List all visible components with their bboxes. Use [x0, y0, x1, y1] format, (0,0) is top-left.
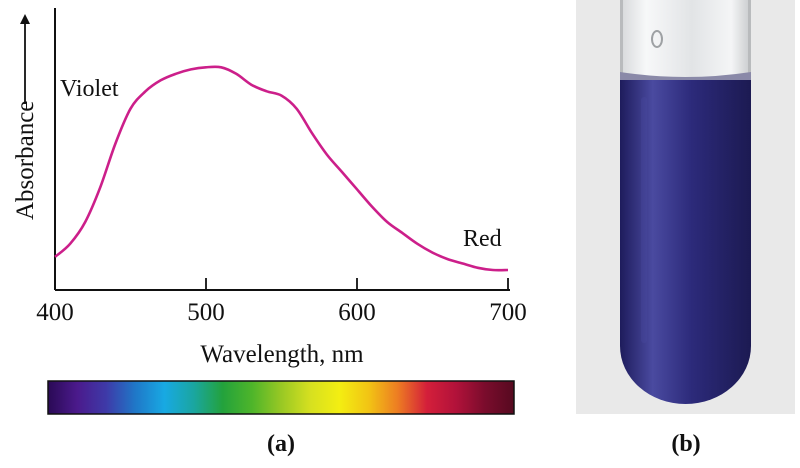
panel-label-a: (a): [267, 431, 295, 457]
visible-spectrum-bar: [47, 380, 515, 415]
x-ticks: [54, 278, 509, 290]
absorbance-curve: [54, 65, 509, 272]
test-tube-glass: [620, 0, 751, 80]
y-axis-label-group: Absorbance: [12, 14, 39, 220]
y-axis-label: Absorbance: [12, 101, 39, 220]
x-tick-labels: 400 500 600 700: [36, 299, 527, 326]
annotation-violet: Violet: [60, 76, 119, 102]
tube-right-wall: [748, 0, 751, 80]
violet-solution: [620, 80, 751, 404]
absorption-chart: 400 500 600 700 Absorbance Wavelength, nm V…: [12, 8, 527, 368]
x-tick-label-700: 700: [489, 299, 527, 326]
tube-left-wall: [620, 0, 623, 80]
x-axis-label: Wavelength, nm: [200, 341, 364, 368]
x-tick-label-500: 500: [187, 299, 225, 326]
liquid-meniscus: [620, 72, 751, 82]
annotation-red: Red: [463, 226, 502, 252]
x-tick-label-400: 400: [36, 299, 74, 326]
air-bubble: [651, 30, 663, 48]
x-tick-label-600: 600: [338, 299, 376, 326]
panel-label-b: (b): [671, 431, 700, 457]
y-axis-arrow-head: [20, 14, 30, 24]
test-tube-photo: [576, 0, 795, 414]
